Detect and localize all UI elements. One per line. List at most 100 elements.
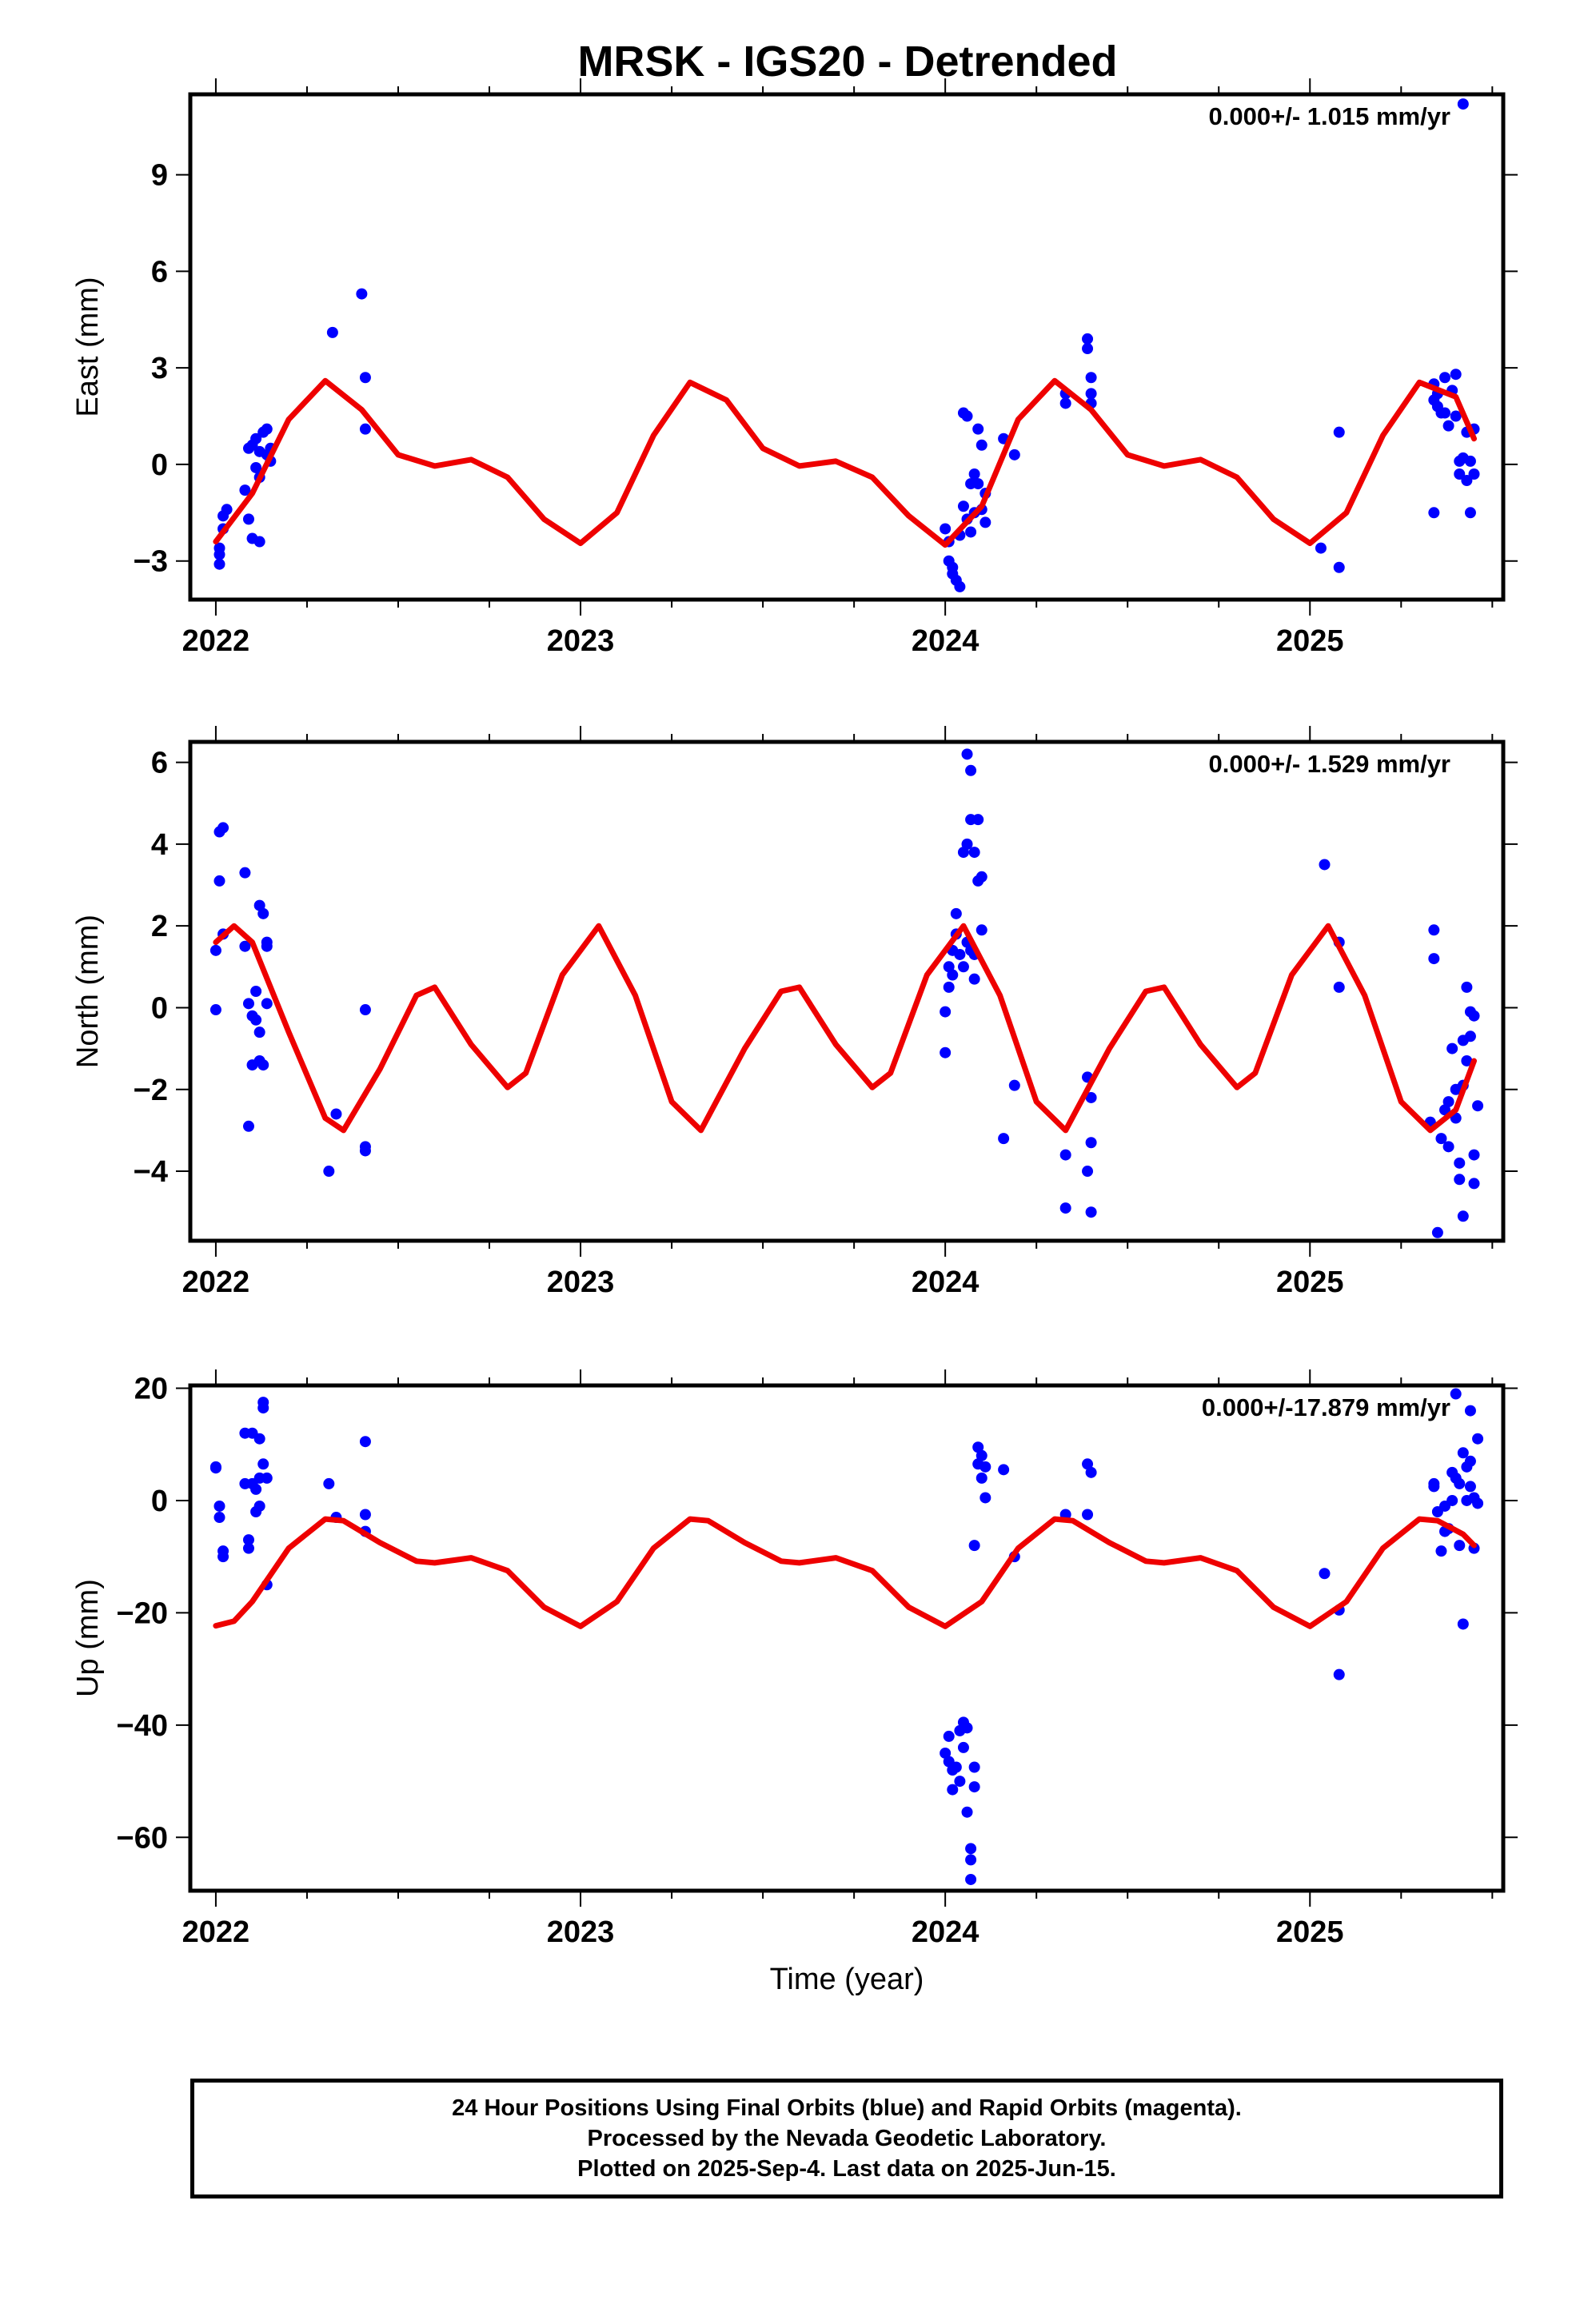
- data-point: [1454, 468, 1466, 480]
- y-tick-label: −4: [134, 1155, 168, 1189]
- data-point: [940, 523, 952, 535]
- x-tick-label: 2022: [182, 1915, 250, 1949]
- data-point: [1082, 1458, 1094, 1470]
- data-point: [976, 924, 988, 936]
- data-point: [972, 814, 984, 826]
- data-point: [1464, 1481, 1476, 1493]
- data-point: [356, 288, 368, 300]
- data-point: [261, 423, 273, 435]
- data-point: [940, 1006, 952, 1018]
- data-point: [1446, 1494, 1458, 1506]
- data-point: [940, 1747, 952, 1759]
- data-point: [1468, 1010, 1480, 1022]
- y-tick-label: −60: [117, 1821, 168, 1855]
- data-point: [957, 1741, 969, 1753]
- data-point: [253, 536, 265, 548]
- x-tick-label: 2024: [912, 1266, 980, 1299]
- data-point: [950, 1761, 962, 1773]
- data-point: [980, 1492, 991, 1504]
- data-point: [1085, 388, 1097, 400]
- data-point: [253, 1433, 265, 1445]
- data-point: [965, 1873, 977, 1885]
- data-points: [209, 1388, 1484, 1885]
- data-point: [1333, 981, 1345, 993]
- y-tick-label: 3: [151, 352, 168, 385]
- data-point: [250, 433, 262, 444]
- data-point: [359, 423, 371, 435]
- data-point: [968, 1761, 980, 1773]
- y-tick-label: 4: [151, 828, 168, 862]
- data-point: [1468, 1149, 1480, 1161]
- footer-line-2: Processed by the Nevada Geodetic Laborat…: [587, 2126, 1107, 2151]
- data-point: [253, 1500, 265, 1512]
- model-curve: [213, 1516, 1477, 1629]
- data-point: [257, 1059, 269, 1071]
- data-point: [968, 1540, 980, 1552]
- data-points: [209, 748, 1484, 1238]
- data-point: [947, 969, 959, 981]
- plot-frame: [188, 92, 1506, 602]
- data-point: [1464, 455, 1476, 467]
- data-point: [1450, 369, 1462, 381]
- data-point: [1461, 475, 1473, 487]
- data-point: [1464, 1455, 1476, 1467]
- data-point: [1468, 468, 1480, 480]
- rate-annotation: 0.000+/-17.879 mm/yr: [1202, 1393, 1450, 1421]
- data-point: [217, 822, 229, 834]
- data-point: [1464, 1030, 1476, 1042]
- rate-annotation: 0.000+/- 1.529 mm/yr: [1209, 750, 1450, 778]
- data-point: [943, 981, 955, 993]
- data-point: [242, 1120, 254, 1132]
- data-point: [1461, 981, 1473, 993]
- data-point: [1461, 1054, 1473, 1066]
- y-tick-label: 6: [151, 255, 168, 289]
- data-point: [253, 1026, 265, 1038]
- data-point: [976, 871, 988, 883]
- data-point: [943, 1730, 955, 1742]
- data-point: [1059, 1202, 1071, 1214]
- data-point: [1464, 507, 1476, 519]
- y-tick-label: −2: [134, 1074, 168, 1107]
- data-point: [257, 1458, 269, 1470]
- data-point: [1464, 1405, 1476, 1417]
- data-point: [1439, 407, 1451, 419]
- data-point: [947, 1784, 959, 1796]
- data-point: [1435, 1133, 1447, 1145]
- y-tick-label: 2: [151, 910, 168, 943]
- data-point: [965, 1854, 977, 1866]
- data-points: [213, 98, 1480, 592]
- data-point: [1428, 507, 1440, 519]
- data-point: [239, 867, 251, 879]
- data-point: [961, 1806, 973, 1818]
- x-tick-label: 2023: [547, 1266, 615, 1299]
- data-point: [1008, 448, 1020, 460]
- data-point: [1457, 1618, 1469, 1630]
- y-axis-label: Up (mm): [71, 1579, 105, 1697]
- footer-line-1: 24 Hour Positions Using Final Orbits (bl…: [452, 2095, 1242, 2121]
- chart-title: MRSK - IGS20 - Detrended: [577, 38, 1117, 86]
- data-point: [1435, 1545, 1447, 1557]
- data-point: [326, 326, 338, 338]
- data-point: [940, 1046, 952, 1058]
- y-tick-label: −20: [117, 1597, 168, 1630]
- data-point: [239, 940, 251, 952]
- data-point: [968, 847, 980, 859]
- data-point: [1472, 1433, 1484, 1445]
- data-point: [1454, 1157, 1466, 1169]
- data-point: [1008, 1079, 1020, 1091]
- data-point: [947, 561, 959, 573]
- y-tick-label: 0: [151, 1485, 168, 1518]
- y-axis-label: North (mm): [71, 915, 105, 1068]
- y-tick-label: −3: [134, 545, 168, 579]
- data-point: [1085, 1091, 1097, 1103]
- data-point: [250, 1483, 262, 1495]
- data-point: [1431, 1226, 1443, 1238]
- data-point: [261, 940, 273, 952]
- data-point: [1457, 98, 1469, 110]
- plot-frame: [188, 1383, 1506, 1893]
- data-point: [1442, 1141, 1454, 1153]
- x-tick-label: 2022: [182, 1266, 250, 1299]
- data-point: [1319, 859, 1331, 871]
- data-point: [1450, 1388, 1462, 1400]
